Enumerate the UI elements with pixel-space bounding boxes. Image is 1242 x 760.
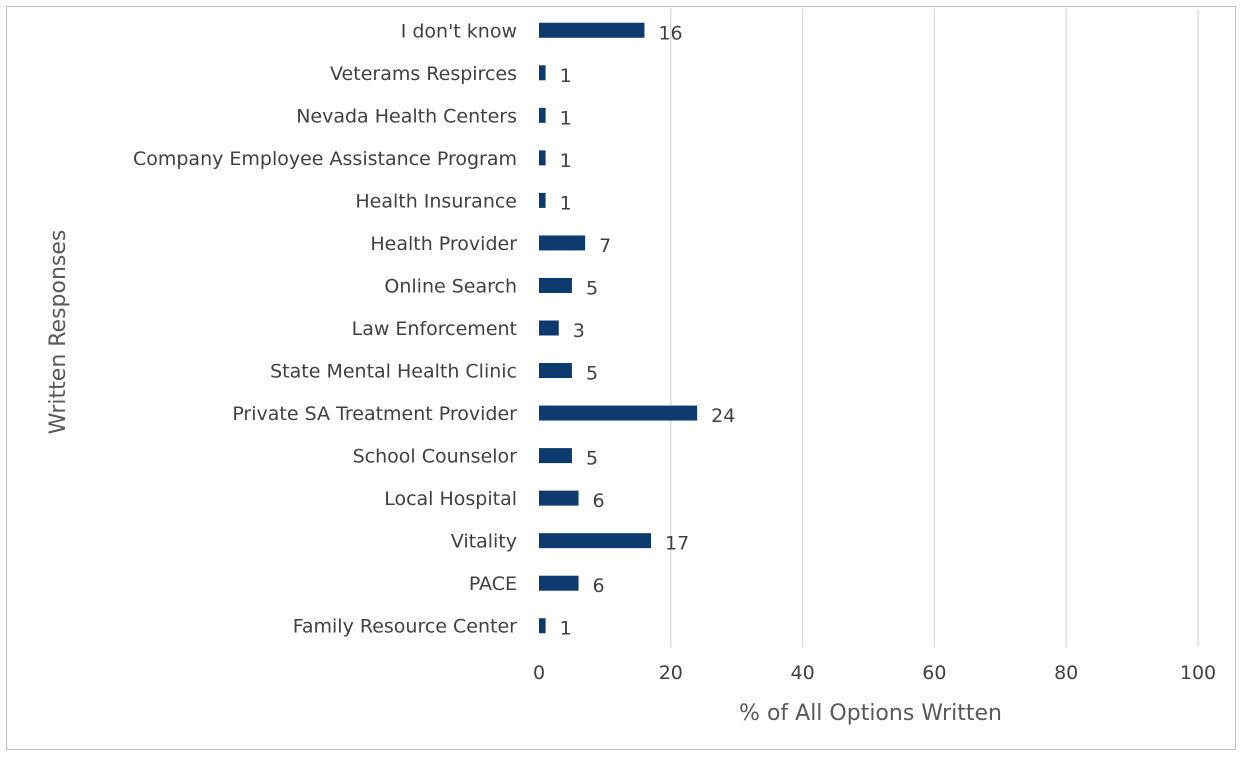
category-label: I don't know	[401, 20, 517, 42]
bar	[539, 277, 572, 293]
category-label: Vitality	[451, 531, 517, 553]
bar	[539, 448, 572, 464]
data-label: 3	[573, 320, 585, 342]
data-label: 1	[560, 192, 572, 214]
category-label: State Mental Health Clinic	[270, 361, 517, 383]
category-label: Local Hospital	[384, 488, 517, 510]
bar	[539, 22, 645, 38]
category-label: Company Employee Assistance Program	[133, 148, 517, 170]
category-label: Nevada Health Centers	[296, 105, 517, 127]
x-tick-label: 80	[1054, 662, 1078, 684]
category-label: Family Resource Center	[293, 616, 517, 638]
y-axis-title: Written Responses	[46, 230, 71, 435]
data-label: 5	[586, 448, 598, 470]
data-label: 5	[586, 277, 598, 299]
bar	[539, 618, 546, 634]
chart-frame: I don't know Veterams Respirces Nevada Hea…	[6, 6, 1236, 750]
x-tick-label: 20	[659, 662, 683, 684]
data-label: 1	[560, 107, 572, 129]
bars	[539, 22, 698, 634]
data-label: 16	[658, 22, 682, 44]
category-label: School Counselor	[353, 446, 518, 468]
gridlines	[670, 9, 1199, 647]
x-tick-labels: 0 20 40 60 80 100	[533, 662, 1216, 684]
bar	[539, 320, 559, 336]
bar-chart: I don't know Veterams Respirces Nevada Hea…	[46, 9, 1216, 726]
data-label: 24	[711, 405, 735, 427]
bar	[539, 575, 579, 591]
category-label: Health Insurance	[355, 190, 517, 212]
category-label: Law Enforcement	[352, 318, 517, 340]
x-tick-label: 60	[922, 662, 946, 684]
bar	[539, 363, 572, 379]
category-label: Health Provider	[370, 233, 517, 255]
data-label: 7	[599, 235, 611, 257]
data-label: 1	[560, 150, 572, 172]
category-label: Private SA Treatment Provider	[232, 403, 517, 425]
bar	[539, 192, 546, 208]
bar	[539, 235, 586, 251]
bar	[539, 107, 546, 123]
data-label: 1	[560, 65, 572, 87]
data-label: 5	[586, 363, 598, 385]
category-label: Veterams Respirces	[330, 63, 517, 85]
bar	[539, 65, 546, 81]
bar	[539, 533, 652, 549]
data-label: 6	[593, 575, 605, 597]
category-labels: I don't know Veterams Respirces Nevada Hea…	[133, 20, 517, 637]
category-label: Online Search	[384, 275, 517, 297]
bar	[539, 490, 579, 506]
category-label: PACE	[469, 573, 517, 595]
data-label: 6	[593, 490, 605, 512]
data-label: 1	[560, 618, 572, 640]
data-label: 17	[665, 533, 689, 555]
bar	[539, 405, 698, 421]
x-tick-label: 0	[533, 662, 545, 684]
bar	[539, 150, 546, 166]
x-axis-title: % of All Options Written	[739, 701, 1002, 726]
x-tick-label: 40	[791, 662, 815, 684]
x-tick-label: 100	[1180, 662, 1216, 684]
